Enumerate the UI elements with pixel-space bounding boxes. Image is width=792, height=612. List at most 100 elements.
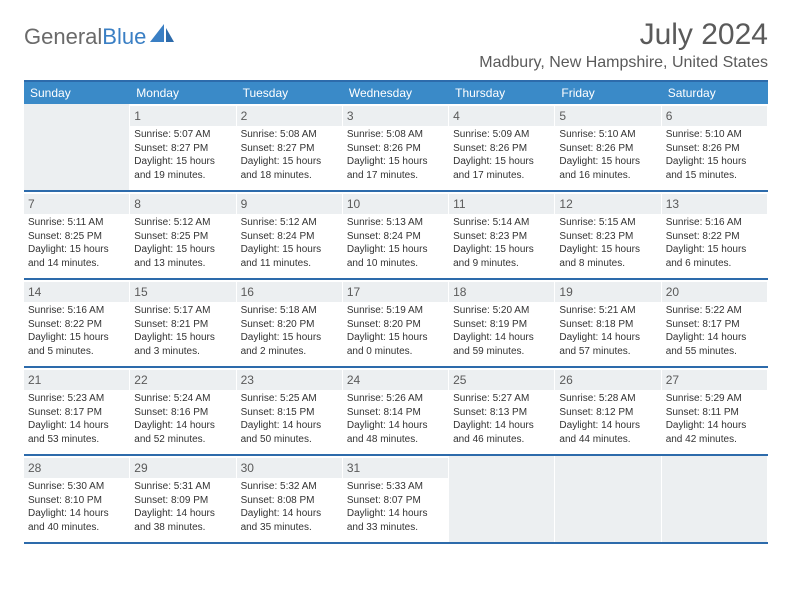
sunrise-line: Sunrise: 5:15 AM <box>559 216 656 230</box>
daylight-line: Daylight: 14 hours and 59 minutes. <box>453 331 550 358</box>
day-cell: 13Sunrise: 5:16 AMSunset: 8:22 PMDayligh… <box>662 192 768 278</box>
sunset-line: Sunset: 8:24 PM <box>241 230 338 244</box>
sunset-line: Sunset: 8:24 PM <box>347 230 444 244</box>
day-cell: 16Sunrise: 5:18 AMSunset: 8:20 PMDayligh… <box>237 280 343 366</box>
day-body: Sunrise: 5:07 AMSunset: 8:27 PMDaylight:… <box>134 128 231 182</box>
sunset-line: Sunset: 8:17 PM <box>666 318 763 332</box>
sunset-line: Sunset: 8:12 PM <box>559 406 656 420</box>
day-cell: 20Sunrise: 5:22 AMSunset: 8:17 PMDayligh… <box>662 280 768 366</box>
day-cell: 6Sunrise: 5:10 AMSunset: 8:26 PMDaylight… <box>662 104 768 190</box>
sunrise-line: Sunrise: 5:11 AM <box>28 216 125 230</box>
day-number: 26 <box>555 370 660 390</box>
day-cell: 10Sunrise: 5:13 AMSunset: 8:24 PMDayligh… <box>343 192 449 278</box>
sunrise-line: Sunrise: 5:13 AM <box>347 216 444 230</box>
sunset-line: Sunset: 8:10 PM <box>28 494 125 508</box>
daylight-line: Daylight: 14 hours and 52 minutes. <box>134 419 231 446</box>
day-number: 9 <box>237 194 342 214</box>
sunrise-line: Sunrise: 5:10 AM <box>666 128 763 142</box>
day-cell: 27Sunrise: 5:29 AMSunset: 8:11 PMDayligh… <box>662 368 768 454</box>
daylight-line: Daylight: 14 hours and 40 minutes. <box>28 507 125 534</box>
sunset-line: Sunset: 8:18 PM <box>559 318 656 332</box>
week-row: 14Sunrise: 5:16 AMSunset: 8:22 PMDayligh… <box>24 280 768 368</box>
sunset-line: Sunset: 8:16 PM <box>134 406 231 420</box>
day-body: Sunrise: 5:09 AMSunset: 8:26 PMDaylight:… <box>453 128 550 182</box>
weekday-header: Thursday <box>449 82 555 104</box>
day-cell: 12Sunrise: 5:15 AMSunset: 8:23 PMDayligh… <box>555 192 661 278</box>
day-number: 11 <box>449 194 554 214</box>
day-cell: 23Sunrise: 5:25 AMSunset: 8:15 PMDayligh… <box>237 368 343 454</box>
day-number: 4 <box>449 106 554 126</box>
day-number: 20 <box>662 282 767 302</box>
day-number <box>449 458 554 462</box>
day-number: 3 <box>343 106 448 126</box>
sunset-line: Sunset: 8:17 PM <box>28 406 125 420</box>
sunset-line: Sunset: 8:14 PM <box>347 406 444 420</box>
day-number: 7 <box>24 194 129 214</box>
day-body: Sunrise: 5:15 AMSunset: 8:23 PMDaylight:… <box>559 216 656 270</box>
day-body: Sunrise: 5:29 AMSunset: 8:11 PMDaylight:… <box>666 392 763 446</box>
day-body: Sunrise: 5:23 AMSunset: 8:17 PMDaylight:… <box>28 392 125 446</box>
weekday-header: Monday <box>130 82 236 104</box>
sail-icon <box>150 24 176 50</box>
daylight-line: Daylight: 15 hours and 18 minutes. <box>241 155 338 182</box>
sunrise-line: Sunrise: 5:14 AM <box>453 216 550 230</box>
day-body: Sunrise: 5:25 AMSunset: 8:15 PMDaylight:… <box>241 392 338 446</box>
sunrise-line: Sunrise: 5:28 AM <box>559 392 656 406</box>
sunset-line: Sunset: 8:08 PM <box>241 494 338 508</box>
day-cell: 17Sunrise: 5:19 AMSunset: 8:20 PMDayligh… <box>343 280 449 366</box>
day-body: Sunrise: 5:27 AMSunset: 8:13 PMDaylight:… <box>453 392 550 446</box>
day-cell: 30Sunrise: 5:32 AMSunset: 8:08 PMDayligh… <box>237 456 343 542</box>
day-number: 5 <box>555 106 660 126</box>
sunrise-line: Sunrise: 5:10 AM <box>559 128 656 142</box>
sunset-line: Sunset: 8:26 PM <box>453 142 550 156</box>
day-cell: 1Sunrise: 5:07 AMSunset: 8:27 PMDaylight… <box>130 104 236 190</box>
sunset-line: Sunset: 8:25 PM <box>28 230 125 244</box>
day-body: Sunrise: 5:13 AMSunset: 8:24 PMDaylight:… <box>347 216 444 270</box>
day-number <box>555 458 660 462</box>
week-row: 7Sunrise: 5:11 AMSunset: 8:25 PMDaylight… <box>24 192 768 280</box>
day-cell: 15Sunrise: 5:17 AMSunset: 8:21 PMDayligh… <box>130 280 236 366</box>
day-cell: 19Sunrise: 5:21 AMSunset: 8:18 PMDayligh… <box>555 280 661 366</box>
title-block: July 2024 Madbury, New Hampshire, United… <box>479 18 768 72</box>
day-body: Sunrise: 5:21 AMSunset: 8:18 PMDaylight:… <box>559 304 656 358</box>
daylight-line: Daylight: 15 hours and 14 minutes. <box>28 243 125 270</box>
day-cell <box>24 104 130 190</box>
sunrise-line: Sunrise: 5:17 AM <box>134 304 231 318</box>
day-cell: 28Sunrise: 5:30 AMSunset: 8:10 PMDayligh… <box>24 456 130 542</box>
sunrise-line: Sunrise: 5:18 AM <box>241 304 338 318</box>
sunset-line: Sunset: 8:23 PM <box>559 230 656 244</box>
sunset-line: Sunset: 8:07 PM <box>347 494 444 508</box>
weekday-header: Friday <box>555 82 661 104</box>
sunset-line: Sunset: 8:26 PM <box>559 142 656 156</box>
sunrise-line: Sunrise: 5:31 AM <box>134 480 231 494</box>
day-cell <box>555 456 661 542</box>
day-body: Sunrise: 5:08 AMSunset: 8:27 PMDaylight:… <box>241 128 338 182</box>
day-number: 14 <box>24 282 129 302</box>
sunrise-line: Sunrise: 5:30 AM <box>28 480 125 494</box>
daylight-line: Daylight: 15 hours and 19 minutes. <box>134 155 231 182</box>
weekday-header: Saturday <box>662 82 768 104</box>
sunset-line: Sunset: 8:26 PM <box>666 142 763 156</box>
day-body: Sunrise: 5:10 AMSunset: 8:26 PMDaylight:… <box>559 128 656 182</box>
daylight-line: Daylight: 14 hours and 42 minutes. <box>666 419 763 446</box>
daylight-line: Daylight: 14 hours and 48 minutes. <box>347 419 444 446</box>
sunset-line: Sunset: 8:25 PM <box>134 230 231 244</box>
day-cell: 25Sunrise: 5:27 AMSunset: 8:13 PMDayligh… <box>449 368 555 454</box>
day-number <box>24 106 129 110</box>
sunrise-line: Sunrise: 5:27 AM <box>453 392 550 406</box>
weekday-header-row: SundayMondayTuesdayWednesdayThursdayFrid… <box>24 82 768 104</box>
weekday-header: Tuesday <box>237 82 343 104</box>
daylight-line: Daylight: 15 hours and 11 minutes. <box>241 243 338 270</box>
day-cell: 5Sunrise: 5:10 AMSunset: 8:26 PMDaylight… <box>555 104 661 190</box>
daylight-line: Daylight: 14 hours and 33 minutes. <box>347 507 444 534</box>
day-body: Sunrise: 5:26 AMSunset: 8:14 PMDaylight:… <box>347 392 444 446</box>
sunrise-line: Sunrise: 5:22 AM <box>666 304 763 318</box>
day-number: 31 <box>343 458 448 478</box>
sunset-line: Sunset: 8:27 PM <box>134 142 231 156</box>
daylight-line: Daylight: 15 hours and 3 minutes. <box>134 331 231 358</box>
sunrise-line: Sunrise: 5:07 AM <box>134 128 231 142</box>
sunset-line: Sunset: 8:09 PM <box>134 494 231 508</box>
sunrise-line: Sunrise: 5:32 AM <box>241 480 338 494</box>
sunset-line: Sunset: 8:20 PM <box>347 318 444 332</box>
day-number: 13 <box>662 194 767 214</box>
